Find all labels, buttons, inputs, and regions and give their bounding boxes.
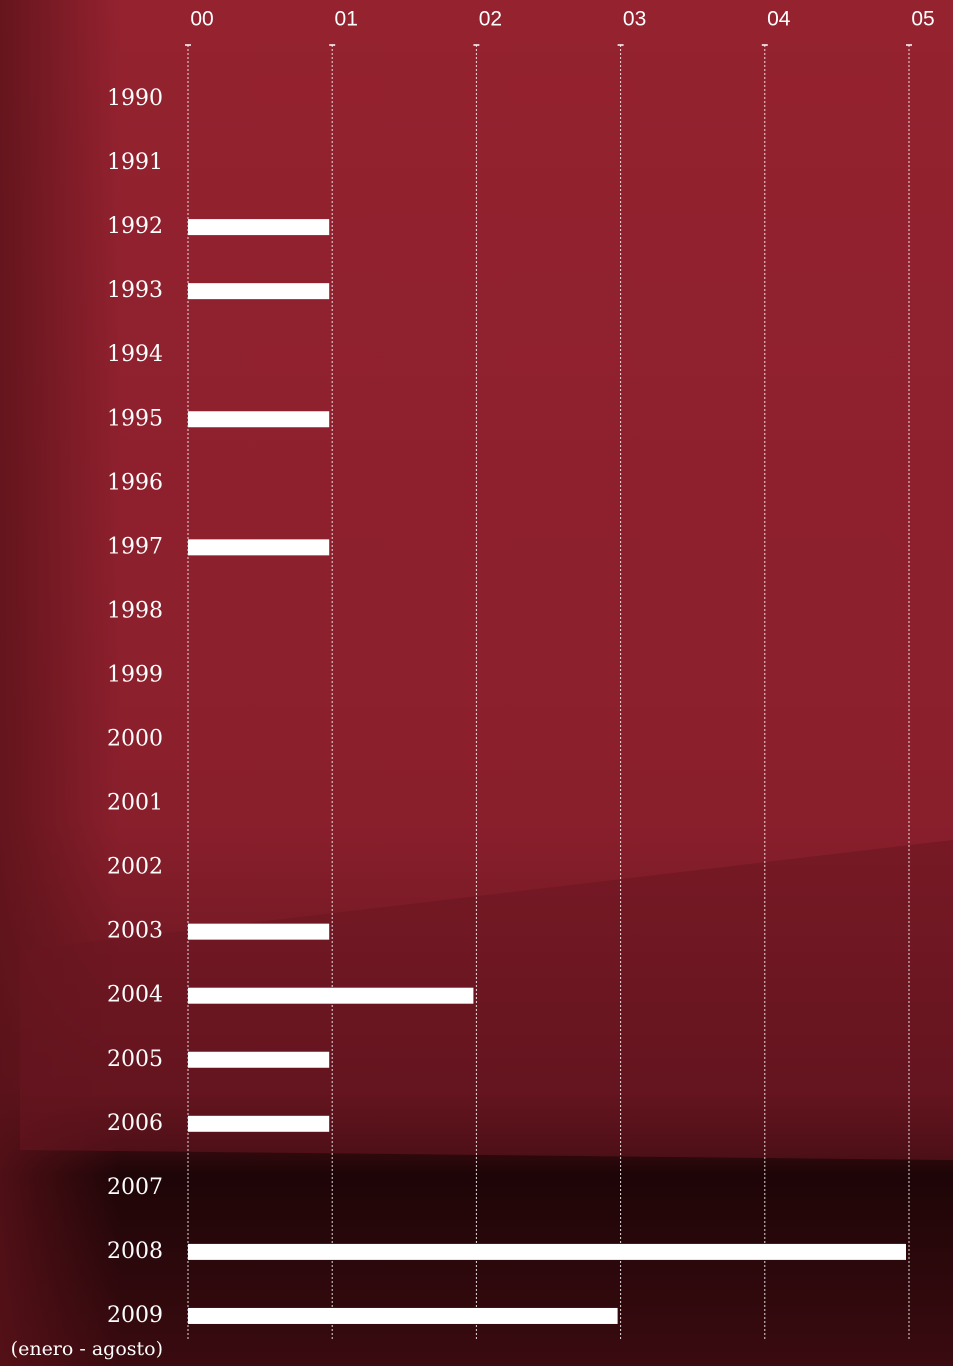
y-tick-label: 2003: [107, 919, 163, 944]
bar: [188, 1307, 618, 1324]
x-tick-label: 04: [767, 8, 791, 31]
bar: [188, 539, 330, 556]
y-tick-label: 1996: [107, 470, 163, 495]
bar: [188, 411, 330, 428]
bar: [188, 923, 330, 940]
y-tick-label: 1990: [107, 86, 163, 111]
y-tick-label: 2009: [107, 1303, 163, 1328]
y-tick-label: 1995: [107, 406, 163, 431]
y-tick-label: 2006: [107, 1111, 163, 1136]
x-tick-label: 02: [479, 8, 502, 31]
y-tick-label: 1994: [107, 342, 163, 367]
bar: [188, 987, 474, 1004]
bar: [188, 1051, 330, 1068]
y-tick-label: 1998: [107, 598, 163, 623]
x-tick-label: 05: [911, 8, 934, 31]
x-tick-label: 03: [623, 8, 646, 31]
bar: [188, 283, 330, 300]
y-tick-label: 2002: [107, 855, 163, 880]
x-tick-label: 00: [190, 8, 213, 31]
y-tick-label: 1993: [107, 278, 163, 303]
y-tick-label: 2004: [107, 983, 163, 1008]
bar: [188, 219, 330, 236]
y-tick-label: 1999: [107, 662, 163, 687]
y-tick-label: 1991: [107, 150, 163, 175]
x-tick-label: 01: [335, 8, 358, 31]
bar: [188, 1115, 330, 1132]
y-tick-label: 2007: [107, 1175, 163, 1200]
y-tick-label: 2008: [107, 1239, 163, 1264]
y-tick-label: 1997: [107, 534, 163, 559]
y-tick-label: 2005: [107, 1047, 163, 1072]
book-pages: [20, 840, 953, 1160]
bar: [188, 1243, 906, 1260]
background-shade: [0, 0, 120, 1366]
y-tick-label: 2001: [107, 791, 163, 816]
annotation: (enero - agosto): [11, 1338, 163, 1360]
y-tick-label: 1992: [107, 214, 163, 239]
y-tick-label: 2000: [107, 727, 163, 752]
